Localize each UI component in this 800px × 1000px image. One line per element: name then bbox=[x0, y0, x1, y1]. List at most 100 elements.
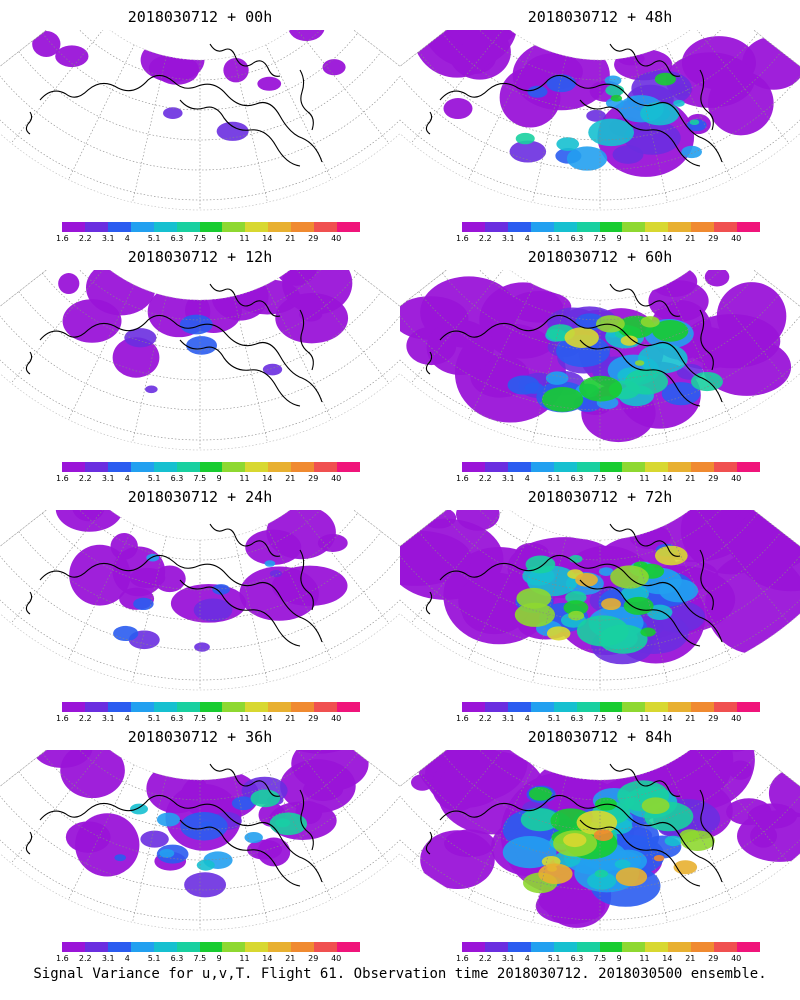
colorbar-label: 2.2 bbox=[78, 474, 92, 483]
variance-field bbox=[413, 30, 800, 177]
colorbar-segment bbox=[245, 702, 269, 712]
colorbar-label: 14 bbox=[662, 954, 673, 963]
colorbar-segment bbox=[153, 942, 177, 952]
colorbar-label: 4 bbox=[524, 474, 530, 483]
colorbar-label: 5.1 bbox=[547, 714, 561, 723]
colorbar-segment bbox=[84, 702, 108, 712]
colorbar-label: 40 bbox=[331, 954, 342, 963]
colorbar-segment bbox=[714, 462, 738, 472]
polar-map bbox=[0, 510, 400, 691]
colorbar-segment bbox=[314, 702, 338, 712]
colorbar-label: 5.1 bbox=[147, 714, 161, 723]
colorbar-segment bbox=[291, 222, 315, 232]
colorbar-label: 40 bbox=[331, 714, 342, 723]
colorbar-label: 11 bbox=[239, 954, 250, 963]
panel-title: 2018030712 + 48h bbox=[527, 8, 673, 26]
colorbar-label: 3.1 bbox=[101, 474, 115, 483]
colorbar-segment bbox=[84, 942, 108, 952]
colorbar-segment bbox=[622, 942, 646, 952]
map-panel: 2018030712 + 00h 1.6 2.2 3.1 4 5.1 6.3 7.5 9 11 14… bbox=[0, 0, 400, 243]
colorbar-label: 3.1 bbox=[101, 954, 115, 963]
colorbar-label: 4 bbox=[524, 234, 530, 243]
colorbar-segment bbox=[107, 702, 131, 712]
colorbar-segment bbox=[484, 462, 508, 472]
colorbar-segment bbox=[553, 462, 577, 472]
colorbar-label: 1.6 bbox=[456, 234, 469, 243]
colorbar-label: 9 bbox=[616, 714, 622, 723]
colorbar-label: 7.5 bbox=[193, 714, 207, 723]
colorbar-segment bbox=[222, 702, 246, 712]
colorbar-label: 11 bbox=[639, 714, 650, 723]
colorbar bbox=[62, 462, 360, 472]
colorbar-segment bbox=[714, 222, 738, 232]
colorbar-segment bbox=[62, 222, 85, 232]
colorbar bbox=[62, 942, 360, 952]
colorbar bbox=[462, 462, 760, 472]
colorbar-label: 29 bbox=[708, 234, 719, 243]
polar-map bbox=[0, 750, 400, 931]
colorbar-label: 11 bbox=[239, 714, 250, 723]
graticule bbox=[0, 30, 400, 210]
colorbar-label: 14 bbox=[262, 474, 273, 483]
colorbar-label: 9 bbox=[616, 954, 622, 963]
colorbar-segment bbox=[176, 942, 200, 952]
colorbar-segment bbox=[107, 222, 131, 232]
figure-caption: Signal Variance for u,v,T. Flight 61. Ob… bbox=[33, 966, 767, 982]
colorbar-segment bbox=[737, 942, 760, 952]
colorbar-segment bbox=[130, 462, 154, 472]
colorbar-segment bbox=[62, 942, 85, 952]
colorbar-label: 4 bbox=[124, 234, 130, 243]
colorbar-segment bbox=[737, 462, 760, 472]
colorbar-label: 5.1 bbox=[547, 954, 561, 963]
coastline bbox=[425, 283, 723, 407]
colorbar-segment bbox=[107, 942, 131, 952]
colorbar-labels: 1.6 2.2 3.1 4 5.1 6.3 7.5 9 11 14 21 29 40 bbox=[56, 954, 360, 964]
colorbar-segment bbox=[507, 462, 531, 472]
map-panel: 2018030712 + 60h 1.6 2.2 3.1 4 5.1 6.3 7.5 9 11 14… bbox=[400, 240, 800, 483]
colorbar-label: 14 bbox=[262, 954, 273, 963]
polar-map bbox=[0, 30, 400, 211]
colorbar-label: 40 bbox=[731, 234, 742, 243]
colorbar bbox=[462, 222, 760, 232]
colorbar-labels: 1.6 2.2 3.1 4 5.1 6.3 7.5 9 11 14 21 29 40 bbox=[56, 474, 360, 484]
colorbar-label: 9 bbox=[216, 714, 222, 723]
coastline bbox=[25, 763, 323, 887]
colorbar-label: 14 bbox=[262, 234, 273, 243]
variance-field bbox=[32, 750, 369, 898]
colorbar-segment bbox=[668, 462, 692, 472]
colorbar-segment bbox=[245, 462, 269, 472]
colorbar-segment bbox=[176, 222, 200, 232]
colorbar-segment bbox=[153, 702, 177, 712]
colorbar-segment bbox=[176, 702, 200, 712]
colorbar-label: 7.5 bbox=[593, 234, 607, 243]
colorbar-segment bbox=[462, 702, 485, 712]
colorbar-label: 21 bbox=[285, 474, 296, 483]
colorbar-label: 5.1 bbox=[547, 474, 561, 483]
colorbar-segment bbox=[84, 222, 108, 232]
colorbar-segment bbox=[314, 942, 338, 952]
colorbar-segment bbox=[691, 702, 715, 712]
colorbar-segment bbox=[291, 942, 315, 952]
colorbar-segment bbox=[291, 462, 315, 472]
colorbar-segment bbox=[507, 222, 531, 232]
colorbar-segment bbox=[462, 222, 485, 232]
panel-title: 2018030712 + 72h bbox=[527, 488, 673, 506]
colorbar-label: 14 bbox=[662, 714, 673, 723]
colorbar-label: 29 bbox=[708, 474, 719, 483]
colorbar-label: 4 bbox=[124, 714, 130, 723]
colorbar bbox=[462, 702, 760, 712]
colorbar-label: 5.1 bbox=[147, 954, 161, 963]
colorbar-segment bbox=[199, 462, 223, 472]
map-panel: 2018030712 + 24h 1.6 2.2 3.1 4 5.1 6.3 7.5 9 11 14… bbox=[0, 480, 400, 723]
colorbar-segment bbox=[337, 942, 360, 952]
coastline bbox=[425, 523, 723, 647]
colorbar-segment bbox=[530, 462, 554, 472]
colorbar-segment bbox=[84, 462, 108, 472]
colorbar-segment bbox=[645, 702, 669, 712]
colorbar-label: 2.2 bbox=[78, 954, 92, 963]
colorbar-segment bbox=[268, 702, 292, 712]
variance-field bbox=[400, 270, 792, 443]
colorbar-segment bbox=[576, 942, 600, 952]
colorbar-label: 2.2 bbox=[78, 234, 92, 243]
colorbar-segment bbox=[337, 702, 360, 712]
